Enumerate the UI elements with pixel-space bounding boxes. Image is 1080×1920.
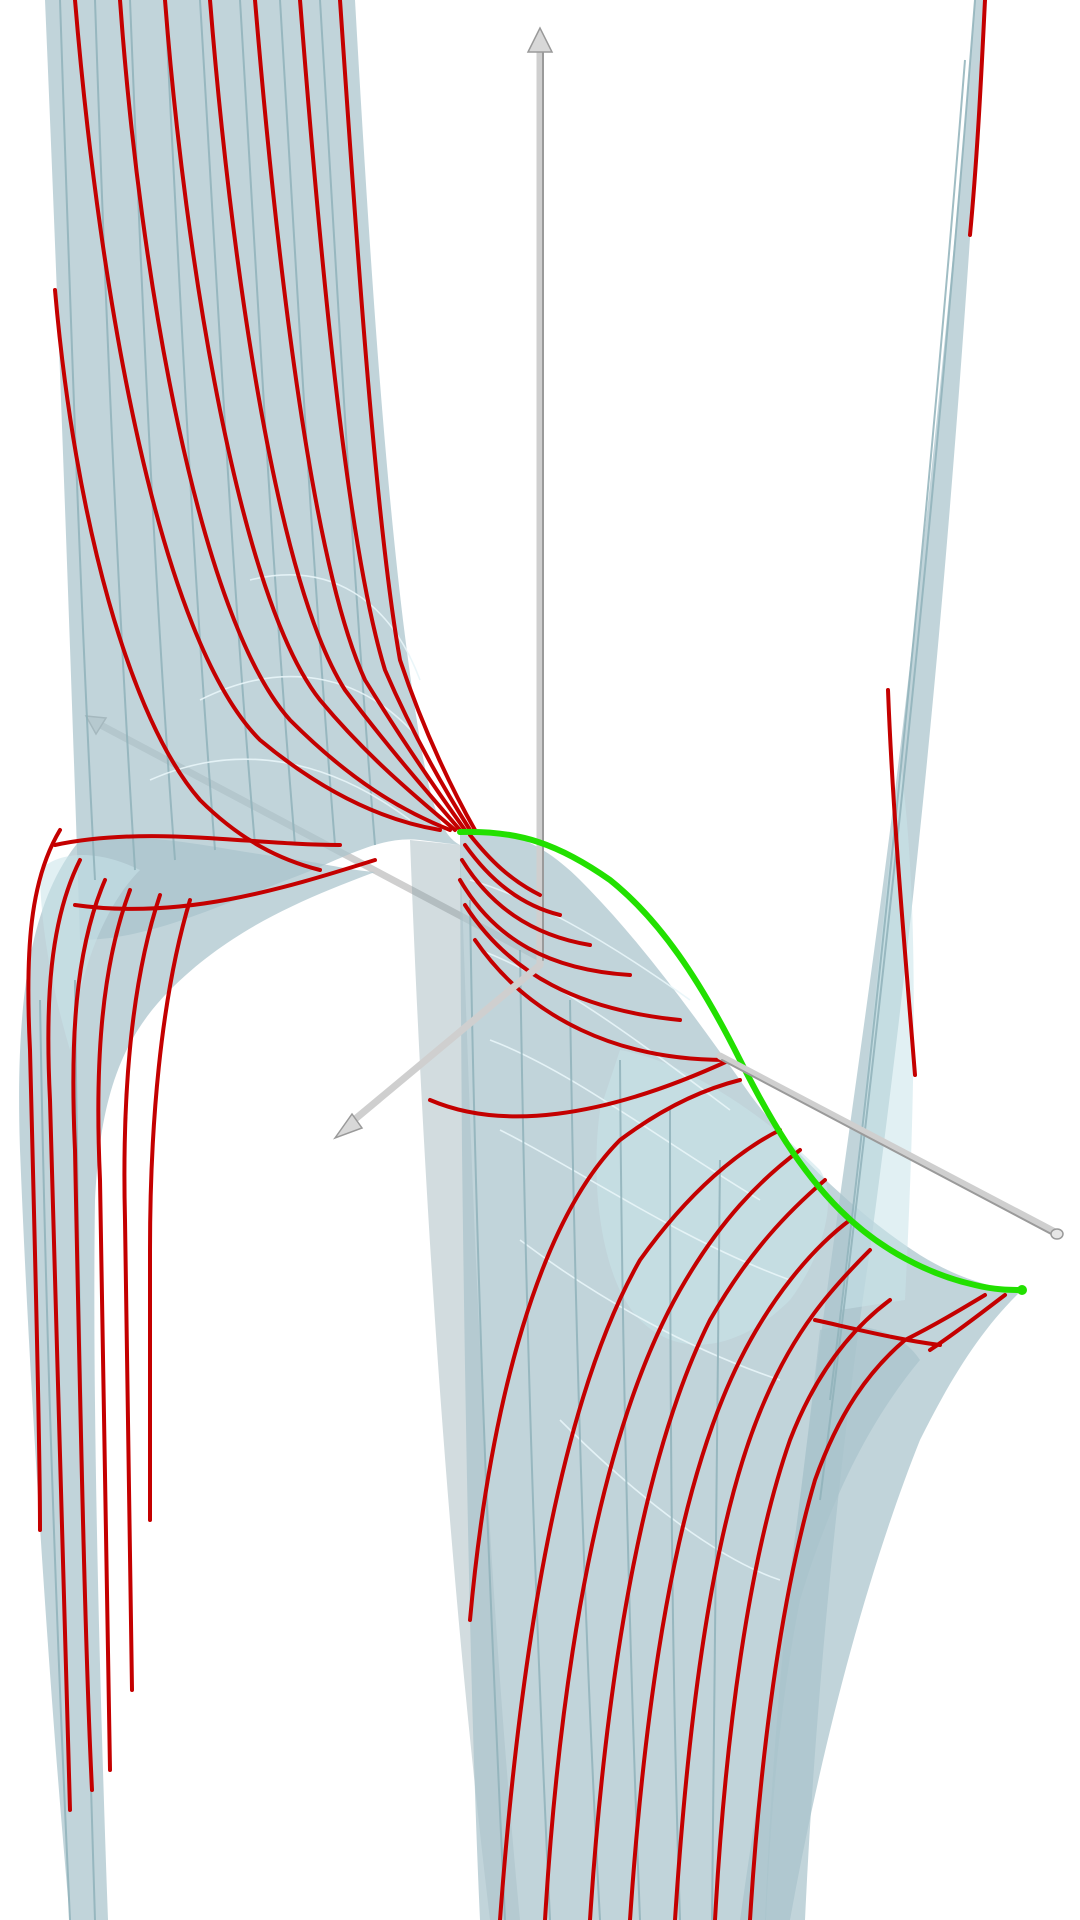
level-curve bbox=[498, 1128, 782, 1920]
surface-sheet-center bbox=[460, 832, 1022, 1920]
level-curve bbox=[208, 0, 462, 832]
level-curve bbox=[298, 0, 472, 832]
surface-highlight bbox=[596, 1050, 829, 1345]
mesh-line bbox=[164, 0, 216, 851]
level-curve bbox=[968, 0, 987, 237]
level-curve bbox=[458, 878, 632, 977]
mesh-line bbox=[829, 59, 966, 1401]
level-curve bbox=[886, 688, 917, 1077]
mesh-line bbox=[469, 879, 691, 1001]
level-curve bbox=[338, 0, 477, 832]
level-curve bbox=[928, 1293, 1007, 1352]
mesh-line bbox=[94, 0, 136, 871]
level-curve bbox=[588, 1178, 827, 1920]
level-curve bbox=[147, 898, 192, 1522]
mesh-line bbox=[199, 675, 421, 741]
level-curves bbox=[26, 0, 1007, 1920]
mesh-line bbox=[39, 999, 71, 1920]
level-curve bbox=[53, 288, 322, 872]
arrow-up-icon bbox=[526, 26, 554, 53]
level-curve bbox=[468, 833, 542, 897]
mesh-line bbox=[319, 0, 376, 846]
level-curve bbox=[463, 843, 562, 917]
ridge-end-dot bbox=[1017, 1285, 1027, 1295]
axis-end-cap-icon bbox=[1050, 1228, 1064, 1240]
mesh-line bbox=[569, 999, 601, 1920]
level-curve bbox=[122, 893, 162, 1692]
level-curve bbox=[463, 903, 682, 1022]
surface-sheet-upper-left bbox=[45, 0, 460, 940]
level-curve bbox=[46, 858, 82, 1812]
mesh-line bbox=[149, 758, 411, 821]
level-curve bbox=[73, 858, 377, 911]
ridge-curve-path bbox=[457, 828, 1025, 1293]
mesh-line bbox=[519, 949, 551, 1920]
level-curve bbox=[428, 1058, 732, 1119]
mesh-line bbox=[619, 1059, 641, 1920]
level-curve bbox=[163, 0, 457, 832]
mesh-line bbox=[279, 0, 336, 846]
x-axis bbox=[332, 961, 544, 1140]
level-curve bbox=[673, 1248, 872, 1920]
level-curve bbox=[748, 1338, 907, 1920]
z-axis bbox=[526, 26, 554, 969]
level-curve bbox=[468, 1078, 742, 1622]
level-curve bbox=[253, 0, 467, 832]
mesh-line bbox=[669, 1109, 681, 1920]
level-curve bbox=[473, 938, 727, 1062]
y-axis bbox=[716, 1052, 1064, 1240]
level-curve bbox=[713, 1298, 892, 1920]
arrow-down-left-icon bbox=[332, 1112, 364, 1140]
surface-mesh bbox=[39, 0, 976, 1920]
mesh-line bbox=[519, 1239, 781, 1381]
level-curve bbox=[903, 1293, 987, 1342]
level-curve bbox=[460, 858, 592, 947]
mesh-line bbox=[469, 899, 506, 1920]
level-curve bbox=[118, 0, 452, 832]
level-curve bbox=[71, 878, 107, 1792]
level-curve bbox=[73, 0, 442, 832]
level-curve bbox=[26, 828, 62, 1532]
mesh-line bbox=[479, 949, 731, 1111]
ridge-curve bbox=[457, 828, 1027, 1295]
level-curve bbox=[628, 1218, 852, 1920]
mesh-line bbox=[129, 0, 176, 861]
level-curve bbox=[96, 888, 132, 1772]
level-curve bbox=[813, 1318, 942, 1347]
mesh-line bbox=[819, 0, 976, 1501]
level-curve bbox=[53, 834, 342, 847]
mesh-line bbox=[249, 574, 421, 681]
level-curve bbox=[543, 1148, 802, 1920]
